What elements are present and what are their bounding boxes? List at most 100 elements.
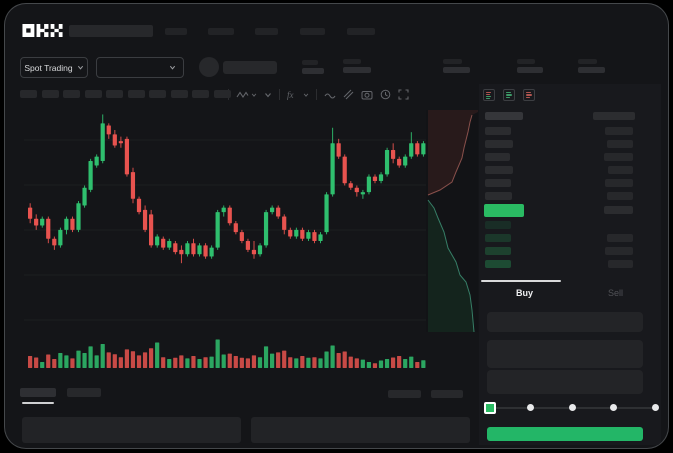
orderbook-bid-price[interactable] [485, 260, 511, 268]
interval-button-placeholder-7[interactable] [149, 90, 166, 98]
buy-submit-button[interactable] [487, 427, 643, 441]
tab-sell[interactable]: Sell [607, 288, 623, 298]
bottom-panel-placeholder-2 [251, 417, 470, 443]
compare-button[interactable] [324, 90, 336, 100]
drawing-tools-button[interactable] [343, 89, 354, 100]
volume-bar [88, 346, 93, 368]
volume-bar [409, 356, 414, 368]
interval-button-placeholder-8[interactable] [171, 90, 188, 98]
volume-bar [197, 359, 202, 368]
chevron-down-icon [77, 65, 83, 70]
orderbook-ask-price[interactable] [485, 192, 512, 200]
candle-style-button[interactable] [236, 89, 257, 100]
candle-body [173, 243, 178, 253]
screenshot-button[interactable] [361, 89, 373, 100]
orderbook-ask-price[interactable] [485, 153, 510, 161]
order-form-field-1[interactable] [487, 312, 643, 332]
orderbook-last-amount [604, 206, 633, 214]
orderbook-header-amount [593, 112, 635, 120]
orderbook-bid-price[interactable] [485, 221, 511, 229]
amount-slider-stop[interactable] [610, 404, 617, 411]
pair-selector-dropdown[interactable] [96, 57, 184, 78]
fullscreen-button[interactable] [398, 89, 409, 100]
nav-item-placeholder-5[interactable] [347, 28, 375, 35]
order-form-field-2[interactable] [487, 340, 643, 368]
orderbook-bid-price[interactable] [485, 234, 511, 242]
candle-body [245, 240, 250, 250]
volume-bar [270, 353, 275, 368]
candle-body [403, 156, 408, 166]
volume-bar [324, 351, 329, 368]
interval-button-placeholder-5[interactable] [106, 90, 123, 98]
toolbar-divider [279, 89, 280, 100]
bottom-tab-active-indicator [22, 402, 54, 404]
orderbook-layout-bids-icon[interactable] [503, 89, 515, 101]
candle-body [348, 183, 353, 188]
indicators-button[interactable]: fx [287, 89, 309, 100]
orderbook-ask-amount [604, 153, 633, 161]
chevron-down-icon [265, 92, 271, 97]
history-button[interactable] [380, 89, 391, 100]
amount-slider-stop[interactable] [527, 404, 534, 411]
volume-bar [209, 356, 214, 368]
bottom-action-placeholder-1[interactable] [388, 390, 421, 398]
interval-button-placeholder-4[interactable] [85, 90, 102, 98]
volume-bar [233, 356, 238, 368]
nav-search-placeholder[interactable] [69, 25, 153, 37]
okx-logo[interactable] [22, 24, 63, 37]
nav-item-placeholder-2[interactable] [208, 28, 234, 35]
volume-bar [366, 362, 371, 368]
orderbook-bid-amount [607, 234, 633, 242]
volume-bar [312, 357, 317, 368]
orderbook-ask-price[interactable] [485, 127, 511, 135]
volume-bar [76, 350, 81, 368]
volume-bar [124, 349, 129, 368]
orderbook-ask-price[interactable] [485, 140, 513, 148]
interval-button-placeholder-1[interactable] [20, 90, 37, 98]
bottom-tab-placeholder-1[interactable] [20, 388, 56, 397]
market-type-dropdown[interactable]: Spot Trading [20, 57, 88, 78]
interval-button-placeholder-6[interactable] [128, 90, 145, 98]
nav-item-placeholder-4[interactable] [300, 28, 325, 35]
candle-body [300, 229, 305, 239]
timeframe-button[interactable] [264, 91, 272, 99]
candle-body [233, 223, 238, 233]
trade-tabs: Buy Sell [479, 284, 661, 302]
volume-bar [130, 351, 136, 368]
orderbook-ask-price[interactable] [485, 179, 511, 187]
interval-button-placeholder-10[interactable] [214, 90, 231, 98]
volume-bar [94, 355, 99, 368]
order-form-field-3[interactable] [487, 370, 643, 394]
nav-item-placeholder-1[interactable] [165, 28, 187, 35]
tab-buy[interactable]: Buy [515, 288, 533, 298]
amount-slider-handle[interactable] [484, 402, 496, 414]
volume-bar [336, 353, 341, 368]
volume-bar [64, 355, 69, 368]
volume-bar [227, 353, 232, 368]
bottom-tab-placeholder-2[interactable] [67, 388, 101, 397]
nav-item-placeholder-3[interactable] [255, 28, 278, 35]
interval-button-placeholder-3[interactable] [63, 90, 80, 98]
bottom-action-placeholder-2[interactable] [431, 390, 463, 398]
ticker-stat-label-2 [343, 59, 361, 64]
volume-bar [82, 353, 87, 368]
candle-body [64, 218, 69, 230]
camera-icon [361, 91, 373, 100]
toolbar-divider [316, 89, 317, 100]
orderbook-last-price-badge[interactable] [484, 204, 524, 217]
amount-slider-stop[interactable] [651, 404, 659, 411]
amount-slider-stop[interactable] [568, 404, 576, 411]
interval-button-placeholder-9[interactable] [192, 90, 209, 98]
orderbook-layout-both-icon[interactable] [483, 89, 495, 101]
candle-body [130, 172, 136, 199]
interval-button-placeholder-2[interactable] [42, 90, 59, 98]
depth-chart [427, 110, 478, 332]
volume-bar [384, 359, 390, 368]
candlestick-chart[interactable] [24, 110, 426, 332]
chevron-down-icon [303, 93, 309, 97]
orderbook-bid-price[interactable] [485, 247, 511, 255]
volume-bar [215, 339, 220, 368]
candle-body [342, 156, 347, 184]
orderbook-layout-asks-icon[interactable] [523, 89, 535, 101]
orderbook-ask-price[interactable] [485, 166, 513, 174]
